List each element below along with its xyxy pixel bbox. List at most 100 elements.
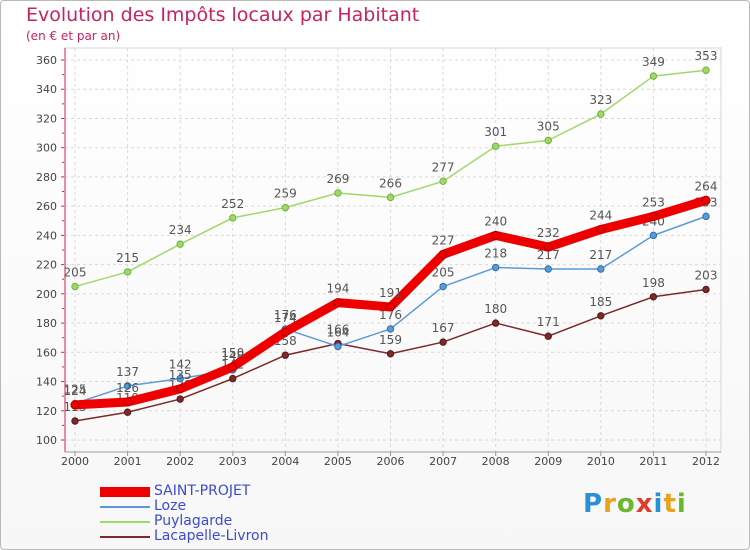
data-label: 176 xyxy=(274,308,297,322)
data-point xyxy=(702,66,710,74)
data-point xyxy=(280,327,290,337)
data-label: 150 xyxy=(221,346,244,360)
data-label: 252 xyxy=(221,197,244,211)
data-point xyxy=(176,240,184,248)
y-tick-label: 280 xyxy=(36,171,57,184)
data-point xyxy=(123,408,132,416)
data-label: 124 xyxy=(64,384,87,398)
logo-letter: t xyxy=(663,489,677,519)
data-label: 323 xyxy=(589,93,612,107)
data-label: 176 xyxy=(379,308,402,322)
data-label: 174 xyxy=(274,311,297,325)
logo-letter: i xyxy=(653,489,664,519)
data-point xyxy=(386,325,395,333)
legend-swatch xyxy=(100,487,150,497)
data-point xyxy=(123,397,133,407)
data-label: 232 xyxy=(537,226,560,240)
y-tick-label: 120 xyxy=(36,405,57,418)
data-point xyxy=(281,351,290,359)
data-label: 277 xyxy=(432,160,455,174)
data-label: 164 xyxy=(326,325,349,339)
data-label: 253 xyxy=(642,195,665,209)
data-point xyxy=(491,142,500,150)
legend-label: Loze xyxy=(154,498,187,514)
data-point xyxy=(123,268,132,276)
data-label: 125 xyxy=(64,382,87,396)
y-tick-label: 320 xyxy=(36,112,57,125)
data-point xyxy=(439,177,447,186)
data-point xyxy=(544,332,552,340)
data-label: 159 xyxy=(379,333,402,347)
data-label: 135 xyxy=(169,368,192,382)
y-tick-label: 240 xyxy=(36,229,57,242)
data-point xyxy=(70,400,80,410)
x-tick-label: 2003 xyxy=(219,455,247,468)
x-tick-label: 2004 xyxy=(271,455,299,468)
x-tick-label: 2012 xyxy=(692,455,720,468)
x-tick-label: 2005 xyxy=(324,455,352,468)
data-label: 137 xyxy=(116,365,139,379)
data-point xyxy=(543,242,553,252)
data-point xyxy=(281,203,290,212)
x-tick-label: 2010 xyxy=(587,455,615,468)
legend-label: Lacapelle-Livron xyxy=(154,528,269,544)
data-point xyxy=(175,384,185,394)
data-point xyxy=(439,282,447,291)
data-point xyxy=(597,265,605,273)
data-point xyxy=(649,231,658,240)
legend-label: SAINT-PROJET xyxy=(154,483,251,499)
data-label: 126 xyxy=(116,381,139,395)
data-point xyxy=(71,282,79,291)
data-label: 353 xyxy=(695,49,718,63)
data-label: 171 xyxy=(537,315,560,329)
data-point xyxy=(386,302,395,312)
data-label: 218 xyxy=(484,247,507,261)
data-label: 217 xyxy=(589,248,612,262)
data-point xyxy=(491,230,501,240)
data-point xyxy=(386,193,395,202)
data-point xyxy=(229,214,237,222)
data-label: 217 xyxy=(537,248,560,262)
series-saint-projet: 124 126 135 150 174 194 191 227 240 232 244 253 264 xyxy=(64,179,717,410)
x-tick-label: 2009 xyxy=(534,455,562,468)
logo-letter: P xyxy=(583,489,604,519)
data-point xyxy=(123,382,132,390)
chart-title: Evolution des Impôts locaux par Habitant xyxy=(26,4,420,26)
data-label: 266 xyxy=(379,176,402,190)
data-point xyxy=(386,350,395,358)
data-point xyxy=(648,211,658,221)
series-loze: 125137142148176164176205218217217240253 xyxy=(64,195,717,408)
data-point xyxy=(649,72,658,80)
logo-letter: i xyxy=(676,489,687,519)
data-point xyxy=(544,265,552,273)
data-point xyxy=(439,338,447,346)
data-point xyxy=(491,263,500,272)
y-tick-label: 340 xyxy=(36,83,57,96)
data-point xyxy=(491,319,500,327)
y-tick-label: 300 xyxy=(36,142,57,155)
logo-letter: x xyxy=(635,489,654,519)
logo-letter: r xyxy=(603,489,617,519)
x-tick-label: 2008 xyxy=(482,455,510,468)
data-point xyxy=(176,374,184,383)
series-puylagarde: 205 215 234 252 259 269 266 277 301 305 323 349 353 xyxy=(64,49,718,291)
legend-label: Puylagarde xyxy=(154,513,233,529)
x-tick-label: 2007 xyxy=(429,455,457,468)
y-tick-label: 360 xyxy=(36,54,57,67)
y-tick-label: 140 xyxy=(36,376,57,389)
data-label: 203 xyxy=(695,268,718,282)
x-tick-label: 2001 xyxy=(114,455,142,468)
data-label: 191 xyxy=(379,286,402,300)
data-label: 142 xyxy=(169,358,192,372)
x-tick-label: 2006 xyxy=(377,455,405,468)
x-tick-label: 2002 xyxy=(166,455,194,468)
data-label: 301 xyxy=(484,125,507,139)
y-tick-label: 220 xyxy=(36,259,57,272)
data-label: 167 xyxy=(432,321,455,335)
y-tick-label: 160 xyxy=(36,346,57,359)
data-label: 205 xyxy=(432,266,455,280)
legend-swatch xyxy=(100,521,150,523)
data-point xyxy=(333,298,343,308)
y-tick-label: 180 xyxy=(36,317,57,330)
